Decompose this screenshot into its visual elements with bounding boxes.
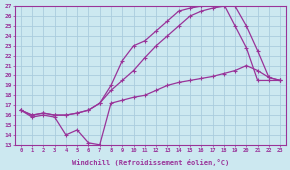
- X-axis label: Windchill (Refroidissement éolien,°C): Windchill (Refroidissement éolien,°C): [72, 159, 229, 166]
